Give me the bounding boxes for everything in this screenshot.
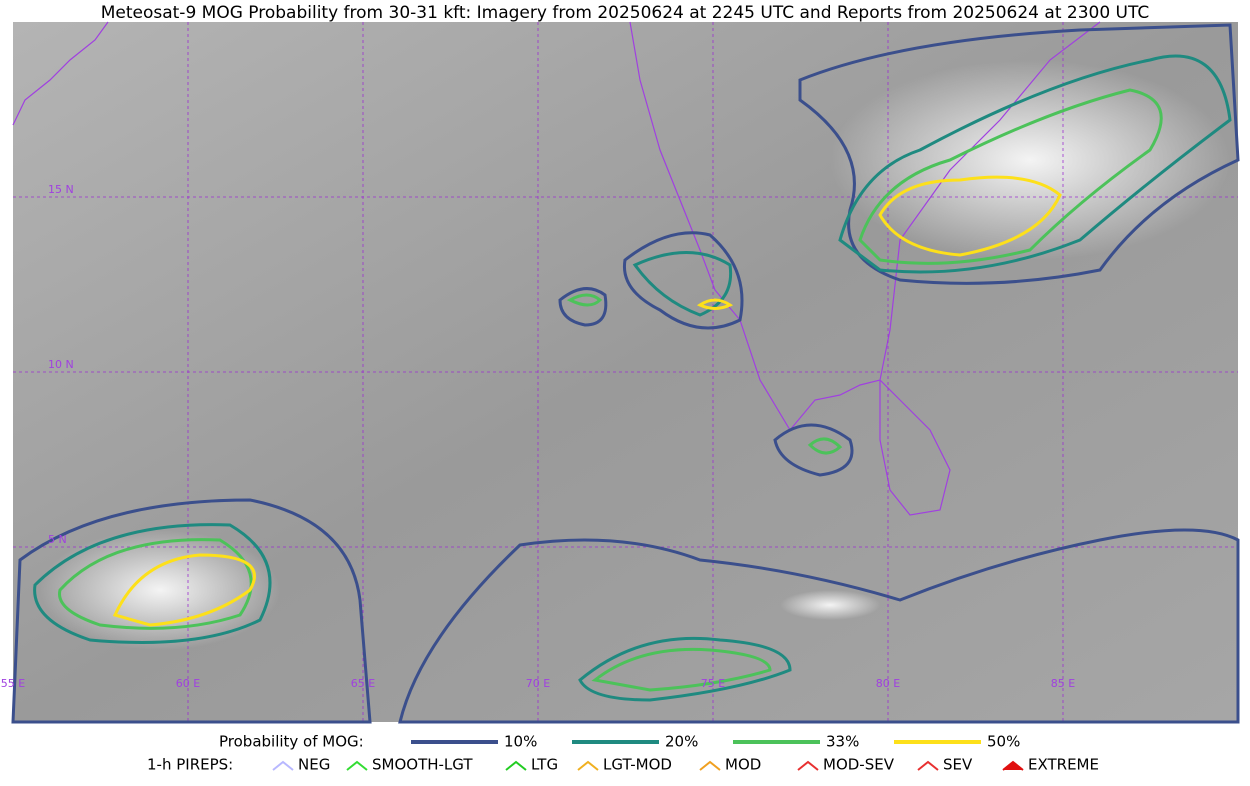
pirep-symbol [577,760,599,771]
legend-label: MOD [725,756,761,774]
cloud [780,590,880,620]
cloud [830,60,1230,260]
lon-label: 80 E [876,677,900,690]
pirep-symbol [1002,760,1024,771]
legend-label: 10% [504,733,537,751]
lon-label: 85 E [1051,677,1075,690]
lat-label: 15 N [48,183,74,196]
title: Meteosat-9 MOG Probability from 30-31 kf… [101,3,1150,23]
map [11,21,1240,724]
legend-label: LTG [531,756,558,774]
legend: Probability of MOG: 10% 20% 33% 50% 1-h PIREP… [147,733,1099,774]
legend-label: SEV [943,756,973,774]
legend-label: 33% [826,733,859,751]
cloud [40,530,280,650]
legend-label: NEG [298,756,330,774]
lon-label: 75 E [701,677,725,690]
contours [11,23,1240,724]
lat-label: 5 N [48,533,67,546]
lon-label: 55 E [1,677,25,690]
legend-label: 50% [987,733,1020,751]
legend-label: 20% [665,733,698,751]
pirep-symbol [346,760,368,771]
lon-label: 70 E [526,677,550,690]
legend-title: 1-h PIREPS: [147,756,233,774]
pirep-symbol [272,760,294,771]
legend-label: MOD-SEV [823,756,895,774]
lat-label: 10 N [48,358,74,371]
lon-label: 60 E [176,677,200,690]
legend-title: Probability of MOG: [219,733,364,751]
geo-labels: 15 N 10 N 5 N 55 E 60 E 65 E 70 E 75 E 80 E 85 E [1,183,1075,690]
pirep-symbol [699,760,721,771]
legend-label: LGT-MOD [603,756,672,774]
pirep-symbol [797,760,819,771]
lon-label: 65 E [351,677,375,690]
pirep-symbol [505,760,527,771]
legend-label: SMOOTH-LGT [372,756,473,774]
grid [13,22,1238,722]
pirep-symbol [917,760,939,771]
legend-label: EXTREME [1028,756,1099,774]
